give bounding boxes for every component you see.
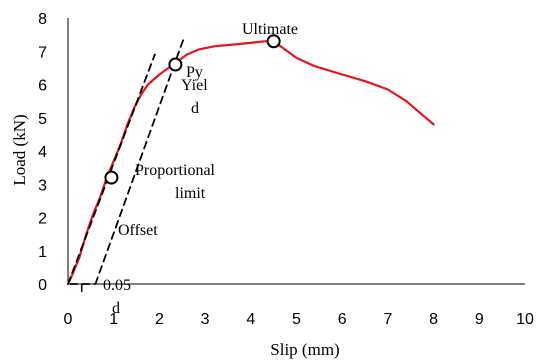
dashed-reference-line: [94, 35, 186, 285]
annotation-yield-line1: Yiel: [181, 77, 208, 94]
y-tick-label: 4: [38, 144, 47, 161]
y-tick-label: 5: [38, 111, 47, 128]
annotation-offset-value: 0.05: [103, 277, 131, 294]
x-tick-label: 10: [516, 311, 534, 328]
x-axis-title: Slip (mm): [270, 340, 339, 359]
annotation-proportional-line1: Proportional: [135, 162, 216, 179]
x-tick-labels: 0 1 2 3 4 5 6 7 8 9 10: [64, 311, 534, 328]
y-tick-label: 1: [38, 244, 47, 261]
points-layer: [80, 34, 281, 292]
x-tick-label: 8: [429, 311, 438, 328]
annotation-proportional-line2: limit: [175, 185, 206, 202]
annotation-offset-d: d: [112, 300, 120, 317]
series-layer: [66, 35, 435, 286]
y-axis-title: Load (kN): [10, 114, 29, 185]
x-tick-label: 3: [201, 311, 210, 328]
annotation-yield-line2: d: [191, 100, 199, 117]
marker-point: [266, 34, 281, 49]
y-tick-label: 8: [38, 11, 47, 28]
y-tick-label: 7: [38, 44, 47, 61]
x-tick-label: 6: [338, 311, 347, 328]
y-tick-label: 6: [38, 78, 47, 95]
x-tick-label: 4: [246, 311, 255, 328]
annotation-py: Py: [186, 64, 203, 81]
x-tick-label: 1: [109, 311, 118, 328]
y-tick-labels: 0 1 2 3 4 5 6 7 8: [38, 11, 47, 294]
y-tick-label: 2: [38, 211, 47, 228]
marker-point: [104, 170, 119, 185]
y-tick-label: 3: [38, 177, 47, 194]
dashed-reference-line: [67, 53, 156, 285]
x-tick-label: 5: [292, 311, 301, 328]
x-tick-label: 9: [475, 311, 484, 328]
annotations: Ultimate Py Yiel d Proportional limit Of…: [103, 21, 298, 317]
x-tick-label: 2: [155, 311, 164, 328]
marker-point: [168, 57, 183, 72]
x-tick-label: 7: [383, 311, 392, 328]
annotation-ultimate: Ultimate: [242, 21, 298, 38]
x-tick-label: 0: [64, 311, 73, 328]
axes: [67, 18, 525, 285]
annotation-offset: Offset: [118, 222, 158, 239]
y-tick-label: 0: [38, 277, 47, 294]
load-slip-curve: [66, 40, 435, 286]
